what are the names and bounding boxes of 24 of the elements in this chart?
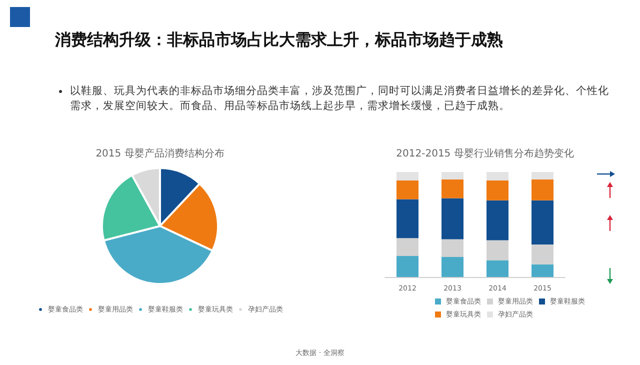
bar bbox=[532, 172, 554, 180]
chart-title: 2012-2015 母婴行业销售分布趋势变化 bbox=[396, 148, 574, 160]
bar bbox=[532, 200, 554, 244]
bar bbox=[486, 200, 508, 240]
text: 以鞋服、玩具为代表的非标品市场细分品类丰富，涉及范围广，同时可以满足消费者日益增长的差异化、个性化需求，发展空间较大。而食品、用品等标品市场线上起步早，需求增长缓慢，已趋于成熟。 bbox=[70, 84, 610, 114]
bar bbox=[442, 172, 464, 180]
text: 消费结构升级：非标品市场占比大需求上升，标品市场趋于成熟 bbox=[55, 30, 503, 51]
chart-title: 2015 母婴产品消费结构分布 bbox=[96, 148, 224, 160]
bar bbox=[396, 256, 418, 277]
bar bbox=[486, 180, 508, 200]
bar bbox=[486, 240, 508, 260]
bar bbox=[442, 179, 464, 198]
bar bbox=[396, 199, 418, 238]
bar bbox=[396, 238, 418, 256]
bar bbox=[396, 180, 418, 200]
bar bbox=[532, 244, 554, 264]
bar bbox=[532, 264, 554, 277]
bar bbox=[532, 179, 554, 200]
bar bbox=[486, 172, 508, 180]
bar bbox=[396, 172, 418, 180]
bar bbox=[442, 257, 464, 277]
bar bbox=[442, 239, 464, 258]
bar bbox=[486, 260, 508, 277]
bar bbox=[442, 198, 464, 240]
